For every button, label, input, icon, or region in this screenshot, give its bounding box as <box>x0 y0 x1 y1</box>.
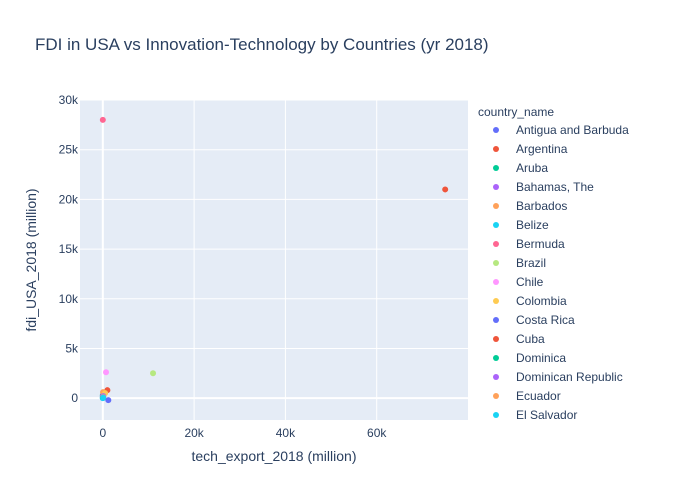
legend: Antigua and Barbuda Argentina Aruba Bahamas… <box>493 123 629 422</box>
legend-item-label[interactable]: Cuba <box>516 332 545 346</box>
legend-item-label[interactable]: Bermuda <box>516 237 565 251</box>
data-points <box>99 116 449 404</box>
legend-item-label[interactable]: Argentina <box>516 142 568 156</box>
legend-item-label[interactable]: Costa Rica <box>516 313 575 327</box>
x-tick-label: 40k <box>276 426 296 440</box>
legend-item-label[interactable]: Belize <box>516 218 549 232</box>
data-point[interactable] <box>103 369 110 376</box>
data-point[interactable] <box>442 186 449 193</box>
y-tick-label: 20k <box>59 192 79 206</box>
legend-item-label[interactable]: Aruba <box>516 161 548 175</box>
plot-area <box>80 100 468 420</box>
y-tick-label: 0 <box>71 391 78 405</box>
data-point[interactable] <box>99 116 106 123</box>
legend-marker <box>493 241 499 247</box>
legend-marker <box>493 127 499 133</box>
legend-item-label[interactable]: El Salvador <box>516 408 577 422</box>
x-tick-label: 0 <box>99 426 106 440</box>
legend-item-label[interactable]: Chile <box>516 275 544 289</box>
y-tick-label: 30k <box>59 93 79 107</box>
y-axis-title: fdi_USA_2018 (million) <box>23 188 39 331</box>
x-axis-title: tech_export_2018 (million) <box>192 448 357 464</box>
y-tick-label: 25k <box>59 143 79 157</box>
legend-marker <box>493 355 499 361</box>
legend-item-label[interactable]: Brazil <box>516 256 546 270</box>
legend-marker <box>493 412 499 418</box>
x-tick-label: 60k <box>367 426 387 440</box>
legend-marker <box>493 165 499 171</box>
y-tick-label: 5k <box>65 341 79 355</box>
legend-marker <box>493 298 499 304</box>
legend-item-label[interactable]: Dominica <box>516 351 566 365</box>
x-axis-ticks: 0 20k 40k 60k <box>99 426 387 440</box>
y-tick-label: 10k <box>59 292 79 306</box>
legend-title: country_name <box>478 105 554 119</box>
x-tick-label: 20k <box>184 426 204 440</box>
y-axis-ticks: 0 5k 10k 15k 20k 25k 30k <box>59 93 79 405</box>
legend-marker <box>493 336 499 342</box>
data-point[interactable] <box>105 397 112 404</box>
data-point[interactable] <box>100 394 107 401</box>
legend-item-label[interactable]: Barbados <box>516 199 567 213</box>
legend-marker <box>493 222 499 228</box>
legend-marker <box>493 146 499 152</box>
legend-marker <box>493 393 499 399</box>
legend-marker <box>493 260 499 266</box>
legend-marker <box>493 317 499 323</box>
gridlines <box>80 99 468 420</box>
legend-marker <box>493 203 499 209</box>
data-point[interactable] <box>150 370 157 377</box>
legend-marker <box>493 374 499 380</box>
legend-marker <box>493 279 499 285</box>
y-tick-label: 15k <box>59 242 79 256</box>
legend-item-label[interactable]: Dominican Republic <box>516 370 623 384</box>
legend-item-label[interactable]: Bahamas, The <box>516 180 594 194</box>
legend-item-label[interactable]: Ecuador <box>516 389 561 403</box>
legend-item-label[interactable]: Colombia <box>516 294 567 308</box>
chart-title: FDI in USA vs Innovation-Technology by C… <box>35 35 489 54</box>
legend-marker <box>493 184 499 190</box>
legend-item-label[interactable]: Antigua and Barbuda <box>516 123 629 137</box>
